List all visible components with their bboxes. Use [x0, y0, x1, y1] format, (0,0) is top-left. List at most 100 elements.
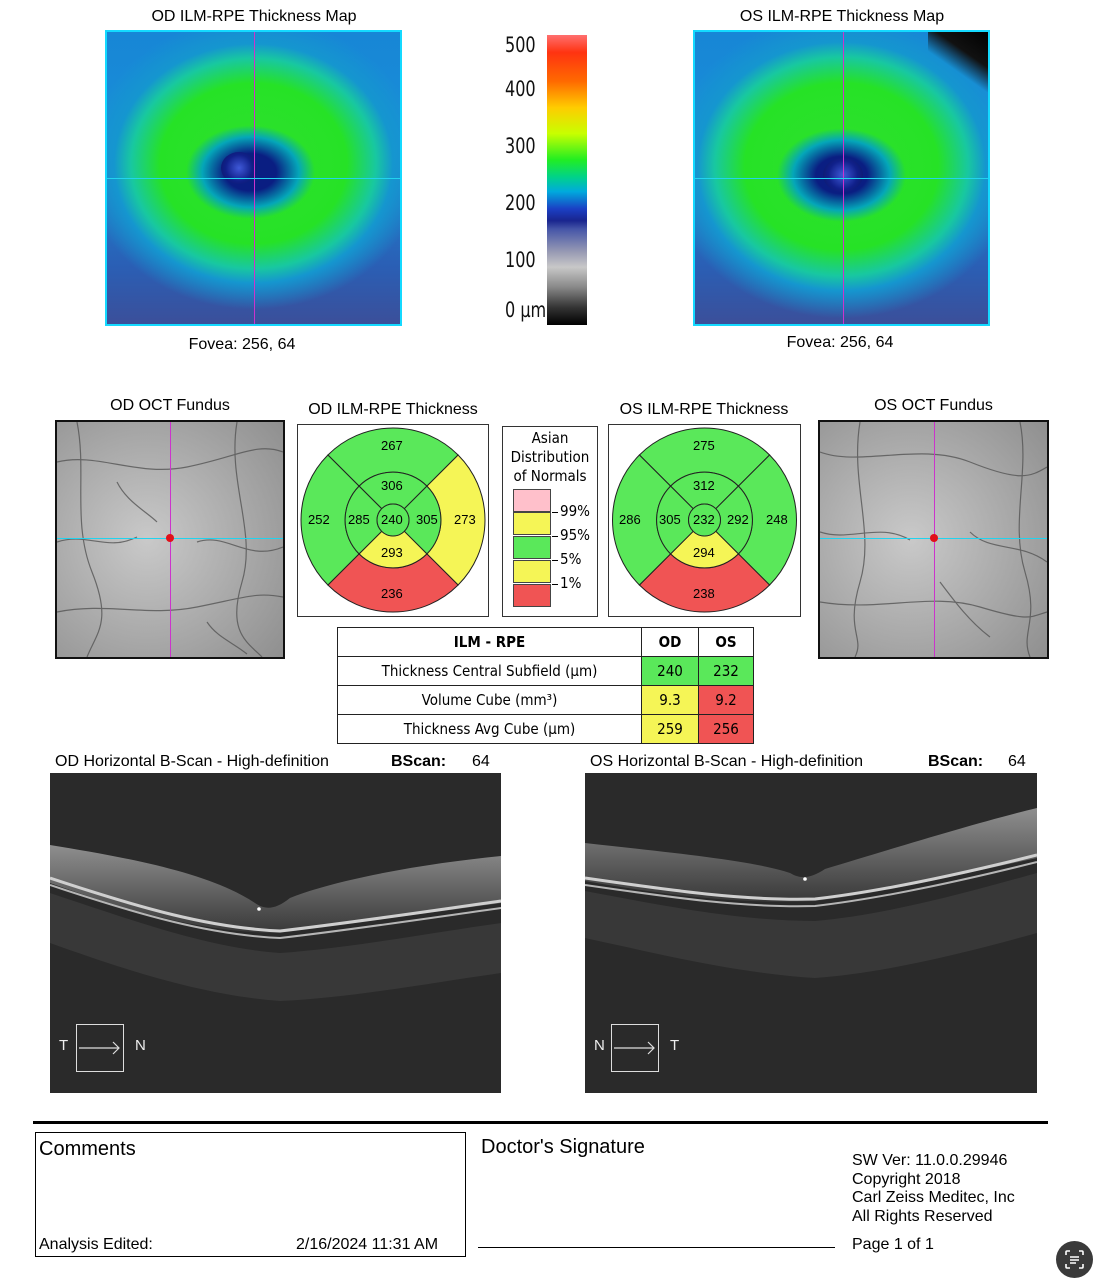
ilm-rpe-summary-table: ILM - RPE OD OS Thickness Central Subfie…	[337, 627, 754, 744]
od-etdrs-grid[interactable]: 267 306 252 285 240 305 273 293 236	[297, 424, 489, 617]
legend-tick-99: 99%	[560, 502, 590, 520]
od-orientation-left: T	[59, 1037, 69, 1054]
row-os-value: 9.2	[698, 685, 754, 715]
rights: All Rights Reserved	[852, 1207, 993, 1225]
od-fundus-image[interactable]	[55, 420, 285, 659]
legend-swatch-5-95	[513, 536, 551, 559]
od-etdrs-title: OD ILM-RPE Thickness	[308, 401, 478, 418]
od-fovea-marker	[166, 534, 174, 542]
od-superior-outer: 267	[381, 438, 403, 453]
os-bscan-image[interactable]: N T	[585, 773, 1037, 1093]
os-center: 232	[693, 512, 715, 527]
od-temporal-outer: 252	[308, 512, 330, 527]
row-os-value: 232	[698, 656, 754, 686]
os-orientation-right: T	[670, 1037, 680, 1054]
os-bscan-number: 64	[1008, 753, 1026, 770]
os-orientation-left: N	[594, 1037, 605, 1054]
os-nasal-outer: 286	[619, 512, 641, 527]
os-fundus-image[interactable]	[818, 420, 1049, 659]
table-header-label: ILM - RPE	[337, 627, 642, 657]
table-header-od: OD	[641, 627, 699, 657]
legend-tick-95: 95%	[560, 526, 590, 544]
table-header-row: ILM - RPE OD OS	[337, 627, 754, 657]
od-center: 240	[381, 512, 403, 527]
od-temporal-inner: 285	[348, 512, 370, 527]
scale-label-500: 500	[505, 33, 536, 57]
row-label: Volume Cube (mm³)	[337, 685, 642, 715]
row-od-value: 9.3	[641, 685, 699, 715]
os-nasal-inner: 305	[659, 512, 681, 527]
comments-box[interactable]: Comments Analysis Edited: 2/16/2024 11:3…	[35, 1132, 466, 1257]
os-etdrs-title: OS ILM-RPE Thickness	[619, 401, 789, 418]
doctor-signature-label: Doctor's Signature	[481, 1136, 645, 1158]
od-nasal-outer: 273	[454, 512, 476, 527]
od-inferior-outer: 236	[381, 586, 403, 601]
od-inferior-inner: 293	[381, 545, 403, 560]
legend-swatch-outside-99	[513, 489, 551, 512]
od-nasal-inner: 305	[416, 512, 438, 527]
od-orientation-right: N	[135, 1037, 146, 1054]
page-number: Page 1 of 1	[852, 1236, 934, 1253]
copyright: Copyright 2018	[852, 1170, 961, 1188]
company: Carl Zeiss Meditec, Inc	[852, 1189, 1015, 1206]
os-etdrs-grid[interactable]: 275 312 286 305 232 292 248 294 238	[608, 424, 801, 617]
scale-label-100: 100	[505, 248, 536, 272]
comments-label: Comments	[39, 1138, 136, 1160]
row-label: Thickness Central Subfield (µm)	[337, 656, 642, 686]
os-inferior-inner: 294	[693, 545, 715, 560]
os-map-horizontal-line	[695, 178, 988, 179]
od-superior-inner: 306	[381, 478, 403, 493]
os-orientation-box	[611, 1024, 659, 1072]
od-map-horizontal-line	[107, 178, 400, 179]
row-od-value: 240	[641, 656, 699, 686]
analysis-edited-value: 2/16/2024 11:31 AM	[296, 1236, 439, 1253]
footer-divider	[33, 1121, 1048, 1124]
normative-legend: Asian Distribution of Normals 99% 95% 5%…	[502, 426, 598, 617]
row-od-value: 259	[641, 714, 699, 744]
os-thickness-map[interactable]	[693, 30, 990, 326]
os-superior-inner: 312	[693, 478, 715, 493]
scale-label-0: 0 µm	[505, 298, 547, 322]
os-map-title: OS ILM-RPE Thickness Map	[739, 8, 945, 25]
scale-label-400: 400	[505, 77, 536, 101]
od-bscan-image[interactable]: T N	[50, 773, 501, 1093]
thickness-color-scale	[547, 35, 587, 325]
od-orientation-box	[76, 1024, 124, 1072]
os-fundus-title: OS OCT Fundus	[874, 397, 993, 414]
legend-swatch-1-5	[513, 560, 551, 583]
sw-version: SW Ver: 11.0.0.29946	[852, 1152, 1008, 1169]
signature-line[interactable]	[478, 1247, 835, 1248]
legend-tick-1: 1%	[560, 574, 582, 592]
scan-text-icon	[1065, 1250, 1084, 1269]
od-thickness-map[interactable]	[105, 30, 402, 326]
od-bscan-label: BScan:	[391, 753, 447, 770]
os-inferior-outer: 238	[693, 586, 715, 601]
legend-swatch-below-1	[513, 584, 551, 607]
table-row: Thickness Central Subfield (µm) 240 232	[337, 656, 754, 686]
table-row: Volume Cube (mm³) 9.3 9.2	[337, 685, 754, 715]
os-temporal-outer: 248	[766, 512, 788, 527]
od-bscan-number: 64	[472, 753, 490, 770]
os-superior-outer: 275	[693, 438, 715, 453]
os-bscan-label: BScan:	[928, 753, 984, 770]
od-bscan-title: OD Horizontal B-Scan - High-definition	[55, 753, 329, 770]
row-os-value: 256	[698, 714, 754, 744]
software-info: SW Ver: 11.0.0.29946 Copyright 2018 Carl…	[852, 1152, 1015, 1226]
row-label: Thickness Avg Cube (µm)	[337, 714, 642, 744]
analysis-edited-label: Analysis Edited:	[39, 1236, 153, 1253]
od-fovea-label: Fovea: 256, 64	[188, 336, 296, 353]
scale-label-200: 200	[505, 191, 536, 215]
legend-tick-5: 5%	[560, 550, 582, 568]
scale-label-300: 300	[505, 134, 536, 158]
table-header-os: OS	[698, 627, 754, 657]
legend-title: Asian Distribution of Normals	[510, 429, 590, 485]
od-fundus-title: OD OCT Fundus	[110, 397, 230, 414]
scan-text-button[interactable]	[1056, 1241, 1093, 1278]
os-fovea-label: Fovea: 256, 64	[786, 334, 894, 351]
od-map-title: OD ILM-RPE Thickness Map	[151, 8, 357, 25]
legend-swatch-95-99	[513, 512, 551, 535]
os-temporal-inner: 292	[727, 512, 749, 527]
table-row: Thickness Avg Cube (µm) 259 256	[337, 714, 754, 744]
os-fovea-marker	[930, 534, 938, 542]
os-bscan-title: OS Horizontal B-Scan - High-definition	[590, 753, 864, 770]
